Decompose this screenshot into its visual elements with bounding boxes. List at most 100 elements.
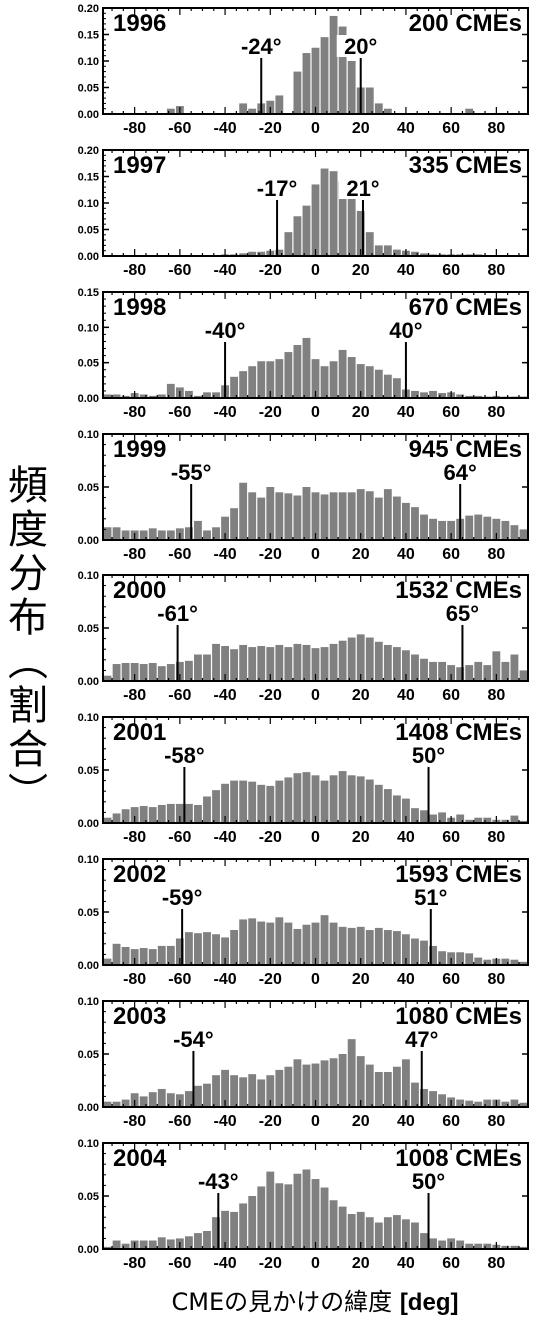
marker-label-bg [397, 1028, 446, 1050]
y-tick-label: 0.10 [78, 570, 99, 582]
x-tick-label: -40 [214, 1113, 237, 1130]
x-tick-label: 60 [442, 546, 460, 563]
bar [420, 940, 428, 965]
bar [257, 361, 266, 398]
bar [438, 393, 447, 398]
x-tick-label: 60 [442, 1113, 460, 1130]
panel-1999: 0.00 0.05 0.10 -80 -60 -40 -20 0 20 40 60 80 1999 945… [78, 429, 529, 563]
bar [157, 945, 166, 965]
y-tick-label: 0.10 [78, 56, 99, 68]
bar [203, 530, 211, 540]
bar [148, 807, 157, 823]
y-tick-label: 0.05 [78, 623, 99, 635]
bar [365, 232, 374, 256]
y-tick-label: 0.00 [78, 818, 99, 830]
bar [347, 61, 356, 114]
bar [456, 1240, 465, 1249]
panel-year-label: 1998 [113, 294, 166, 321]
bar [121, 809, 130, 823]
bar [194, 1085, 202, 1107]
bar [148, 1092, 157, 1107]
bar [519, 670, 528, 681]
x-tick-label: 80 [487, 1113, 505, 1130]
x-tick-label: 0 [311, 404, 320, 421]
y-tick-label: 0.05 [78, 907, 99, 919]
x-tick-label: 80 [487, 404, 505, 421]
bar [166, 1239, 175, 1249]
bar [275, 492, 284, 540]
bar [320, 366, 329, 398]
bar [112, 943, 121, 965]
y-tick-label: 0.05 [78, 83, 99, 95]
bar [392, 1066, 401, 1107]
bar [302, 1169, 311, 1249]
panel-2002: 0.00 0.05 0.10 -80 -60 -40 -20 0 20 40 60 80 2002 159… [78, 854, 529, 988]
bar [103, 958, 112, 965]
x-tick-label: 20 [352, 1113, 370, 1130]
bar [166, 945, 175, 965]
x-tick-label: -60 [168, 1255, 191, 1272]
bar [329, 1200, 338, 1249]
bar [347, 1039, 356, 1107]
bar [139, 948, 148, 965]
marker-label: -24° [241, 34, 282, 59]
bar [212, 934, 220, 965]
x-tick-label: 80 [487, 262, 505, 279]
panel-year-label: 2002 [113, 861, 166, 888]
bar [374, 369, 383, 398]
x-tick-label: 0 [311, 687, 320, 704]
bar [130, 662, 139, 681]
marker-label: 47° [405, 1027, 438, 1052]
panel-year-label: 2001 [113, 719, 166, 746]
bar [302, 1064, 311, 1107]
bar [112, 813, 121, 823]
bar [374, 1222, 383, 1249]
bar [203, 654, 211, 681]
y-tick-label: 0.05 [78, 225, 99, 237]
bar [420, 514, 428, 540]
y-tick-label: 0.10 [78, 198, 99, 210]
bar [148, 1240, 157, 1249]
bar [402, 502, 410, 540]
bar [248, 647, 257, 681]
bar [411, 1082, 419, 1107]
bar [275, 644, 284, 681]
bar [411, 507, 419, 540]
bar [420, 810, 428, 823]
bar [230, 1075, 239, 1107]
bar [230, 930, 239, 965]
marker-label-bg [160, 744, 209, 766]
bar [356, 1056, 365, 1107]
bar [148, 949, 157, 965]
panel-2003: 0.00 0.05 0.10 -80 -60 -40 -20 0 20 40 60 80 2003 108… [78, 996, 529, 1130]
bar [284, 777, 293, 823]
bar [175, 661, 184, 681]
y-tick-label: 0.05 [78, 1049, 99, 1061]
x-tick-label: 20 [352, 546, 370, 563]
x-tick-label: -40 [214, 687, 237, 704]
bar [302, 53, 311, 114]
bar [239, 1077, 248, 1107]
bar [275, 249, 284, 256]
x-tick-label: 80 [487, 687, 505, 704]
bar [338, 492, 347, 540]
panel-count-label: 1080 CMEs [395, 1003, 522, 1030]
bar [266, 1171, 275, 1249]
x-tick-label: -20 [259, 120, 282, 137]
bar [175, 938, 184, 965]
bar [501, 1101, 510, 1107]
x-tick-label: -80 [123, 971, 146, 988]
bar [293, 216, 302, 256]
bar [130, 807, 139, 823]
bar [121, 1099, 130, 1107]
bar [284, 352, 293, 398]
bar [510, 815, 519, 823]
bar [402, 650, 410, 681]
x-tick-label: -80 [123, 120, 146, 137]
bar [266, 361, 275, 398]
x-tick-label: -40 [214, 829, 237, 846]
x-tick-label: -60 [168, 404, 191, 421]
x-tick-label: 40 [397, 971, 415, 988]
bar [284, 232, 293, 256]
bar [112, 527, 121, 540]
